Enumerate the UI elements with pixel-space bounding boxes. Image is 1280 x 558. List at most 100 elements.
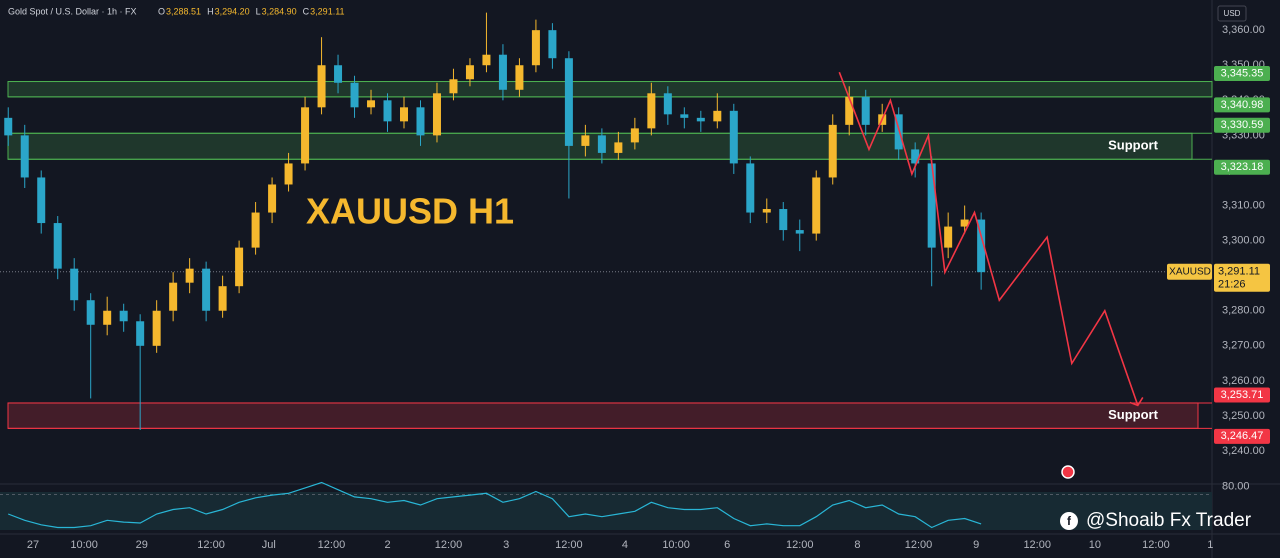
last-price-box <box>1214 263 1270 292</box>
candle-body <box>86 300 95 325</box>
last-price: 3,291.11 <box>1218 266 1260 278</box>
facebook-glyph: f <box>1067 514 1072 528</box>
x-tick-label: 2 <box>384 539 390 551</box>
candle-body <box>383 100 392 122</box>
zone <box>7 402 1199 429</box>
candle-body <box>845 96 854 125</box>
candle-body <box>136 321 145 346</box>
ohlc-value: 3,294.20 <box>215 6 250 16</box>
candle-body <box>680 114 689 118</box>
candle-body <box>861 96 870 125</box>
x-tick-label: Jul <box>262 539 276 551</box>
candle-body <box>465 65 474 80</box>
candle-body <box>696 117 705 122</box>
x-tick-label: 12:00 <box>1142 539 1170 551</box>
x-tick-label: 3 <box>503 539 509 551</box>
candle-body <box>746 163 755 213</box>
candle-body <box>713 110 722 122</box>
x-tick-label: 12:00 <box>435 539 463 551</box>
chart-title: XAUUSD H1 <box>306 191 514 232</box>
watermark: f @Shoaib Fx Trader <box>1060 510 1252 531</box>
zone-label: Support <box>1108 138 1158 153</box>
candle-body <box>498 54 507 90</box>
candle-body <box>119 310 128 322</box>
x-tick-label: 4 <box>622 539 628 551</box>
candle-body <box>894 114 903 150</box>
currency-box[interactable] <box>1217 5 1247 22</box>
candle-body <box>449 79 458 94</box>
projection-line <box>838 71 1139 406</box>
facebook-icon <box>1060 512 1078 530</box>
candle-body <box>317 65 326 108</box>
candle-body <box>432 93 441 136</box>
x-tick-label: 10:00 <box>70 539 98 551</box>
candle-body <box>647 93 656 129</box>
projection-arrow <box>1129 397 1144 407</box>
candle-body <box>581 135 590 146</box>
price-label: 3,330.59 <box>1221 119 1264 131</box>
ohlc-key: O <box>158 6 165 16</box>
y-tick-label: 3,260.00 <box>1222 375 1265 387</box>
price-label: 3,253.71 <box>1221 389 1264 401</box>
candle-body <box>152 310 161 346</box>
candle-body <box>663 93 672 115</box>
event-icon[interactable] <box>1061 465 1075 479</box>
rsi-line <box>7 481 982 529</box>
x-tick-label: 12:00 <box>905 539 933 551</box>
ohlc-key: H <box>207 6 214 16</box>
ohlc-value: 3,291.11 <box>310 6 344 16</box>
candle-body <box>416 107 425 136</box>
candle-body <box>779 209 788 231</box>
candle-body <box>944 226 953 248</box>
candle-body <box>169 282 178 311</box>
price-label-box <box>1214 117 1270 133</box>
candle-body <box>202 268 211 311</box>
zone <box>7 81 1213 98</box>
candle-body <box>828 124 837 178</box>
candle-body <box>927 163 936 248</box>
x-tick-label: 1 <box>1207 539 1213 551</box>
ohlc-value: 3,284.90 <box>262 6 297 16</box>
candle-body <box>4 117 13 136</box>
candle-body <box>400 107 408 122</box>
candle-body <box>812 177 821 234</box>
candle-body <box>977 219 986 273</box>
watermark-text: @Shoaib Fx Trader <box>1086 510 1252 531</box>
candle-body <box>268 184 277 213</box>
x-tick-label: 27 <box>27 539 39 551</box>
x-tick-label: 12:00 <box>318 539 346 551</box>
countdown: 21:26 <box>1218 279 1246 291</box>
x-tick-label: 29 <box>136 539 148 551</box>
candle-body <box>564 58 573 146</box>
x-tick-label: 8 <box>854 539 860 551</box>
currency[interactable]: USD <box>1224 9 1241 18</box>
x-tick-label: 12:00 <box>1023 539 1051 551</box>
candle-body <box>795 230 804 234</box>
candle-body <box>284 163 293 185</box>
y-tick-label: 3,360.00 <box>1222 24 1265 36</box>
candle-body <box>37 177 46 224</box>
y-tick-label: 3,270.00 <box>1222 340 1265 352</box>
zone-label: Support <box>1108 407 1158 422</box>
rsi-band <box>0 492 1212 530</box>
candle-body <box>218 286 227 311</box>
candle-body <box>235 247 244 287</box>
x-tick-label: 10:00 <box>662 539 690 551</box>
x-tick-label: 10 <box>1089 539 1101 551</box>
y-tick-label: 3,280.00 <box>1222 305 1265 317</box>
ohlc-key: C <box>303 6 310 16</box>
price-label: 3,340.98 <box>1221 99 1264 111</box>
y-tick-label: 3,250.00 <box>1222 410 1265 422</box>
rsi-tick-label: 80.00 <box>1222 480 1250 492</box>
price-label-box <box>1214 66 1270 82</box>
x-tick-label: 6 <box>724 539 730 551</box>
candle-body <box>20 135 29 178</box>
candle-body <box>251 212 260 248</box>
price-label: 3,345.35 <box>1221 67 1264 79</box>
candle-body <box>597 135 606 153</box>
candle-body <box>614 142 623 153</box>
x-tick-label: 9 <box>973 539 979 551</box>
candle-body <box>911 149 920 164</box>
